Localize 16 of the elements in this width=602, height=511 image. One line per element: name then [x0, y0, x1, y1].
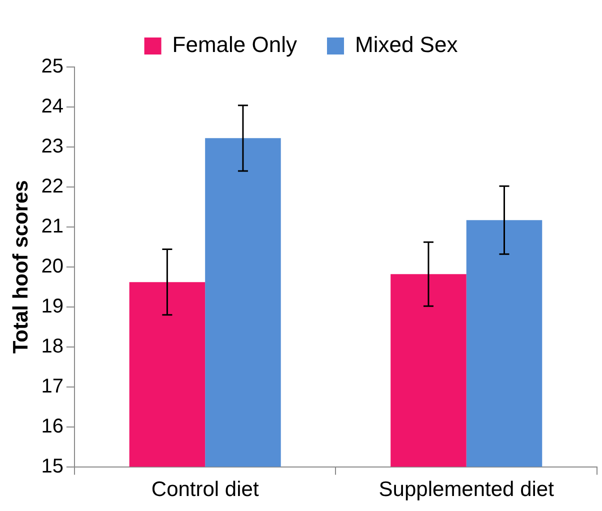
x-tick-label: Control diet [151, 478, 259, 502]
y-tick-label: 23 [41, 135, 64, 158]
y-tick-label: 16 [41, 415, 64, 438]
y-tick-label: 22 [41, 175, 64, 198]
y-tick-label: 21 [41, 215, 64, 238]
y-tick-label: 15 [41, 455, 64, 478]
y-tick-label: 25 [41, 56, 64, 78]
y-tick-label: 19 [41, 295, 64, 318]
x-tick-label: Supplemented diet [378, 478, 554, 502]
legend-label: Mixed Sex [355, 32, 458, 58]
y-tick-label: 24 [41, 95, 64, 118]
legend-label: Female Only [172, 32, 298, 58]
y-tick-label: 18 [41, 335, 64, 358]
y-tick-label: 20 [41, 255, 64, 278]
y-axis-title: Total hoof scores [9, 180, 32, 354]
y-tick-label: 17 [41, 375, 64, 398]
